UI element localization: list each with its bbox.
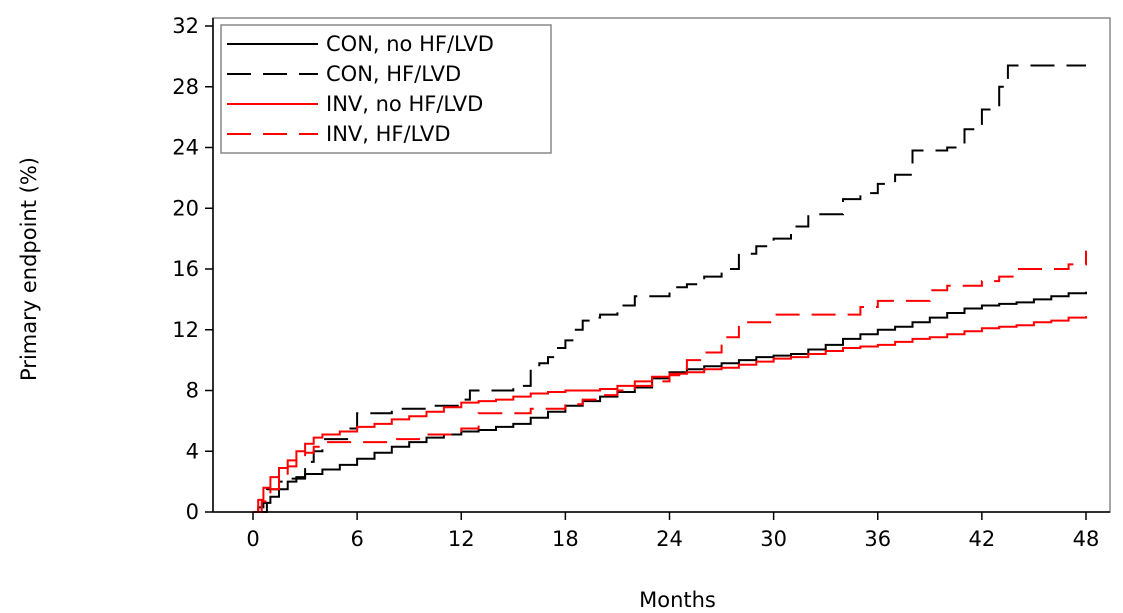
x-axis-title: Months [639,588,716,612]
legend-items: CON, no HF/LVD CON, HF/LVD INV, no HF/LVD I… [227,32,494,146]
x-tick-label: 6 [350,527,363,551]
x-tick-label: 24 [656,527,683,551]
y-tick-label: 8 [186,379,199,403]
x-tick-label: 30 [760,527,787,551]
legend-label: INV, HF/LVD [326,122,451,146]
y-tick-label: 0 [186,500,199,524]
legend: CON, no HF/LVD CON, HF/LVD INV, no HF/LVD I… [220,24,552,154]
x-tick-label: 48 [1073,527,1100,551]
series-line-4 [253,250,1087,513]
y-tick-label: 28 [172,75,199,99]
legend-label: INV, no HF/LVD [326,92,483,116]
legend-box [220,24,552,154]
x-tick-label: 36 [864,527,891,551]
y-tick-label: 20 [172,196,199,220]
y-tick-label: 32 [172,14,199,38]
y-tick-label: 12 [172,318,199,342]
x-tick-label: 18 [552,527,579,551]
y-tick-label: 24 [172,136,199,160]
x-tick-label: 12 [448,527,475,551]
legend-label: CON, HF/LVD [326,62,461,86]
series-line-3 [253,316,1087,513]
series-layer [253,64,1087,513]
y-tick-label: 4 [186,439,199,463]
y-tick-label: 16 [172,257,199,281]
x-tick-label: 42 [969,527,996,551]
y-axis-title: Primary endpoint (%) [17,157,41,381]
legend-label: CON, no HF/LVD [326,32,494,56]
x-tick-label: 0 [246,527,259,551]
